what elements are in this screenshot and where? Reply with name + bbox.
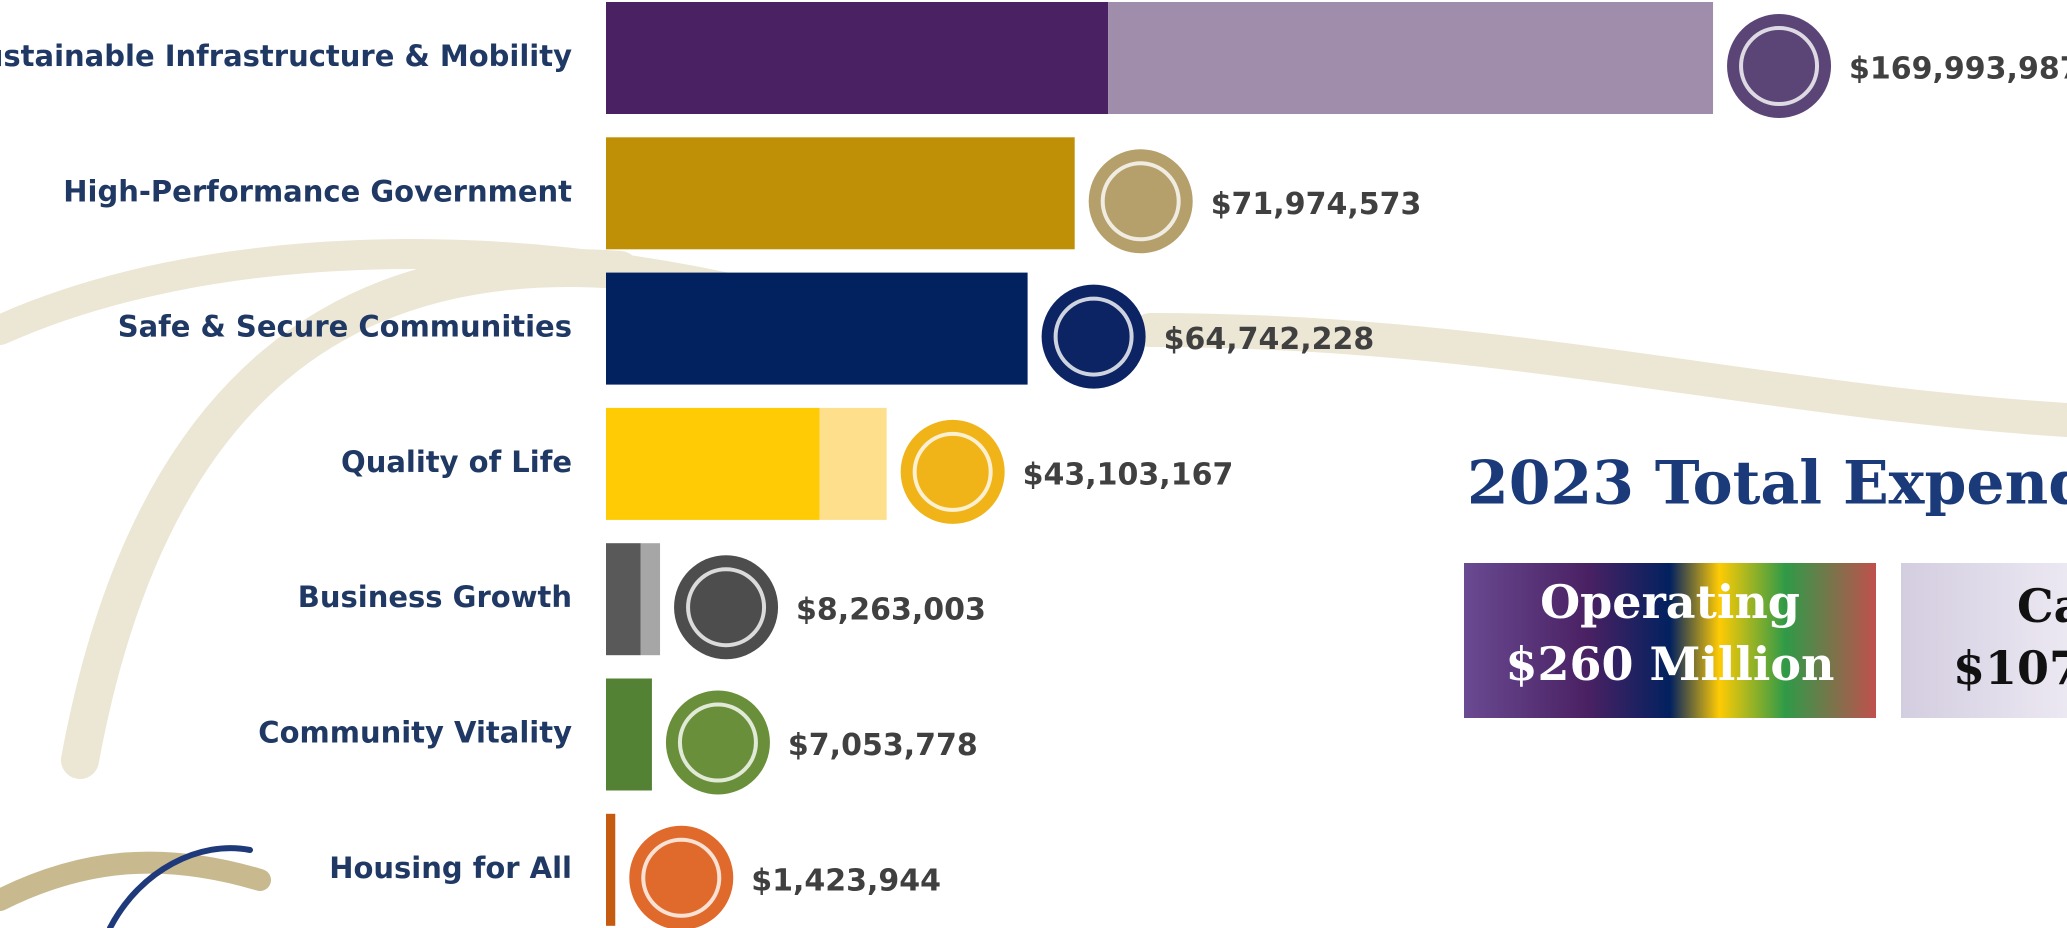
total-label: $71,974,573: [1211, 187, 1422, 222]
bar-segment: [606, 679, 652, 791]
legend-label: Operating: [1540, 575, 1800, 629]
category-label: Quality of Life: [341, 445, 572, 479]
category-label: Safe & Secure Communities: [118, 310, 572, 344]
legend-label: Ca: [2017, 579, 2067, 633]
bar-segment: [606, 273, 1028, 385]
total-label: $64,742,228: [1164, 322, 1375, 357]
chart: 2023 Total Expend Operating $260 Million…: [0, 0, 2067, 928]
bar-segment: [641, 543, 661, 655]
legend-total: $260 Million: [1506, 637, 1835, 691]
chart-title: 2023 Total Expend: [1467, 449, 2067, 519]
bar-segment: [606, 814, 615, 926]
category-label: Business Growth: [298, 580, 572, 614]
total-label: $169,993,987: [1849, 52, 2067, 87]
bar-segment: [606, 408, 820, 520]
bar-segment: [606, 137, 1075, 249]
bar-segment: [606, 2, 1108, 114]
bar-segment: [1108, 2, 1713, 114]
category-label: Housing for All: [329, 851, 572, 885]
total-label: $8,263,003: [796, 593, 986, 628]
legend-total: $107: [1953, 641, 2067, 695]
category-label: Sustainable Infrastructure & Mobility: [0, 39, 572, 73]
total-label: $1,423,944: [751, 863, 941, 898]
category-label: Community Vitality: [258, 716, 572, 750]
page: 2023 Total Expend Operating $260 Million…: [0, 0, 2067, 928]
bar-segment: [820, 408, 887, 520]
category-label: High-Performance Government: [63, 174, 572, 208]
total-label: $7,053,778: [788, 728, 978, 763]
total-label: $43,103,167: [1023, 457, 1234, 492]
bar-segment: [606, 543, 641, 655]
